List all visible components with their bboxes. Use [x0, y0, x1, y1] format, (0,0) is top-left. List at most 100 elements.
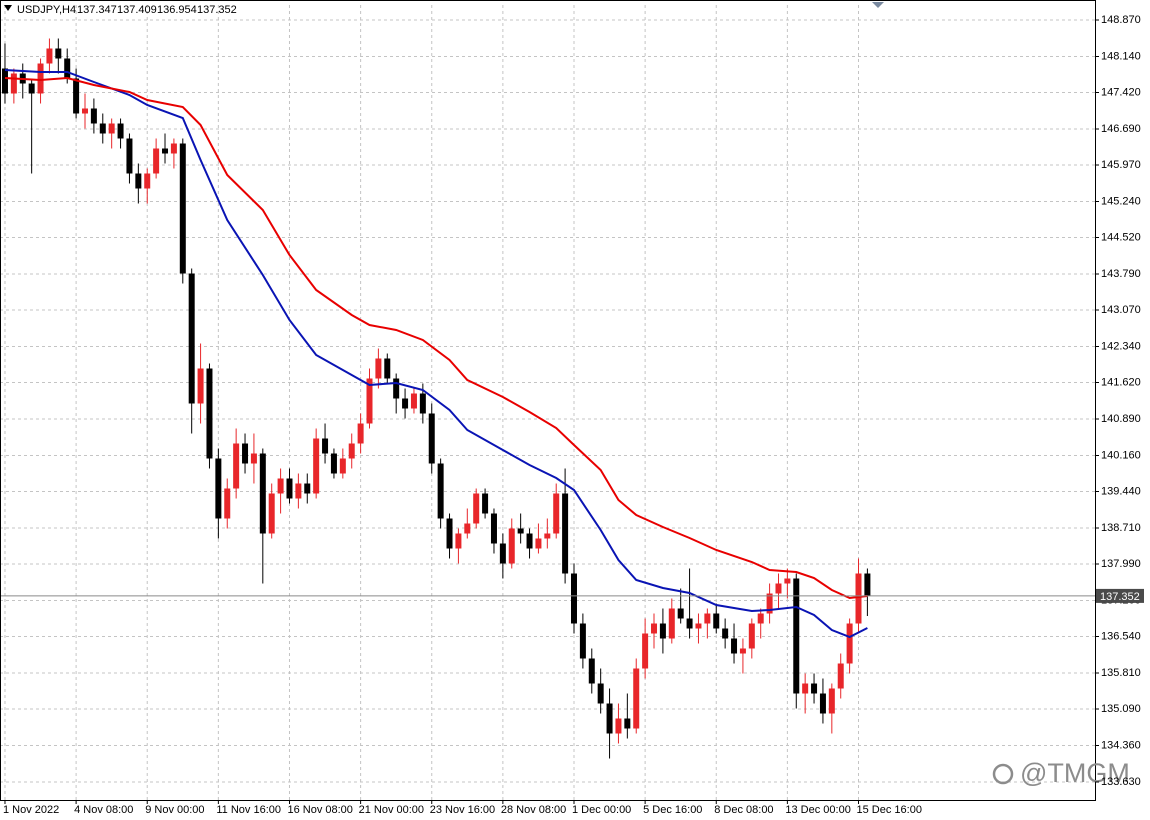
candle-body: [668, 608, 675, 639]
candle-body: [713, 613, 720, 629]
candle-body: [384, 358, 391, 379]
x-tick-label: 9 Nov 00:00: [145, 804, 204, 816]
plot-frame: [0, 0, 1096, 801]
candle-body: [686, 618, 693, 629]
candle-body: [10, 73, 17, 94]
candle-body: [473, 493, 480, 524]
candle-body: [837, 663, 844, 689]
menu-arrow[interactable]: [4, 5, 12, 11]
candle-body: [259, 453, 266, 534]
candle-body: [446, 518, 453, 549]
candle-body: [455, 533, 462, 549]
y-tick-label: 133.630: [1101, 776, 1141, 788]
moving-average: [4, 76, 868, 600]
candle-body: [162, 148, 169, 154]
candle-body: [242, 443, 249, 464]
marks: [0, 38, 1095, 759]
candle-body: [64, 58, 71, 79]
candle-body: [144, 173, 151, 189]
moving-average: [4, 69, 868, 639]
candle-body: [793, 578, 800, 694]
candle-body: [339, 458, 346, 474]
candle-body: [579, 623, 586, 659]
candle-body: [37, 63, 44, 94]
candle-body: [215, 458, 222, 519]
candle-body: [170, 143, 177, 154]
candle-body: [295, 483, 302, 499]
candle-body: [28, 83, 35, 94]
candle-body: [695, 623, 702, 629]
x-tick-label: 13 Dec 00:00: [785, 804, 850, 816]
candle-body: [277, 478, 284, 494]
candle-body: [490, 513, 497, 544]
candle-body: [722, 628, 729, 639]
candle-body: [499, 543, 506, 564]
candle-body: [757, 613, 764, 624]
x-tick-label: 15 Dec 16:00: [857, 804, 922, 816]
y-tick-label: 134.360: [1101, 739, 1141, 751]
candle-body: [588, 658, 595, 684]
candle-body: [206, 368, 213, 459]
candle-body: [482, 493, 489, 514]
y-tick-label: 136.540: [1101, 630, 1141, 642]
y-tick-label: 145.240: [1101, 195, 1141, 207]
y-tick-label: 141.620: [1101, 376, 1141, 388]
y-tick-label: 147.420: [1101, 86, 1141, 98]
watermark-text: @TMGM: [1020, 758, 1130, 788]
x-tick-label: 11 Nov 16:00: [216, 804, 281, 816]
candle-body: [606, 703, 613, 734]
candle-body: [802, 683, 809, 694]
candle-body: [46, 48, 53, 64]
y-tick-label: 145.970: [1101, 159, 1141, 171]
candle-body: [775, 583, 782, 594]
watermark: @TMGM: [992, 758, 1130, 788]
candle-body: [268, 493, 275, 534]
candle-body: [437, 463, 444, 519]
axes: 148.870 148.140 147.420 146.690 145.970 145.2…: [3, 14, 1144, 816]
candle-body: [784, 578, 791, 584]
candle-body: [615, 718, 622, 734]
candle-body: [153, 148, 160, 174]
candle-body: [108, 123, 115, 134]
candle-body: [135, 173, 142, 189]
candle-body: [624, 718, 631, 729]
candle-body: [428, 413, 435, 464]
y-tick-label: 148.140: [1101, 50, 1141, 62]
candle-body: [526, 533, 533, 549]
candle-body: [286, 478, 293, 499]
candle-body: [366, 378, 373, 424]
x-tick-label: 4 Nov 08:00: [74, 804, 133, 816]
header-low: 136.954: [157, 4, 197, 16]
y-tick-label: 142.340: [1101, 340, 1141, 352]
y-tick-label: 140.890: [1101, 413, 1141, 425]
shift-marker: [872, 2, 884, 8]
candle-body: [739, 648, 746, 654]
candle-body: [855, 573, 862, 624]
y-tick-label: 135.090: [1101, 703, 1141, 715]
candle-body: [748, 623, 755, 649]
candle-body: [322, 438, 329, 454]
candle-body: [508, 528, 515, 564]
last-price-box: [1096, 588, 1144, 603]
candle-body: [330, 453, 337, 474]
y-tick-label: 143.070: [1101, 304, 1141, 316]
candle-body: [393, 378, 400, 399]
candle-body: [659, 623, 666, 639]
candle-body: [357, 423, 364, 444]
candle-body: [188, 273, 195, 404]
candle-body: [402, 398, 409, 409]
candle-body: [464, 523, 471, 534]
candle-body: [1, 68, 8, 94]
y-tick-label: 139.440: [1101, 485, 1141, 497]
x-tick-label: 28 Nov 08:00: [501, 804, 566, 816]
candle-body: [811, 683, 818, 694]
candle-body: [766, 593, 773, 614]
candle-body: [553, 493, 560, 534]
y-tick-label: 146.690: [1101, 123, 1141, 135]
candle-body: [55, 48, 62, 59]
header: USDJPY,H4 137.347 137.409 136.954 137.35…: [17, 4, 237, 16]
candle-body: [313, 438, 320, 494]
last-price-label: 137.352: [1100, 591, 1140, 603]
candle-body: [704, 613, 711, 624]
